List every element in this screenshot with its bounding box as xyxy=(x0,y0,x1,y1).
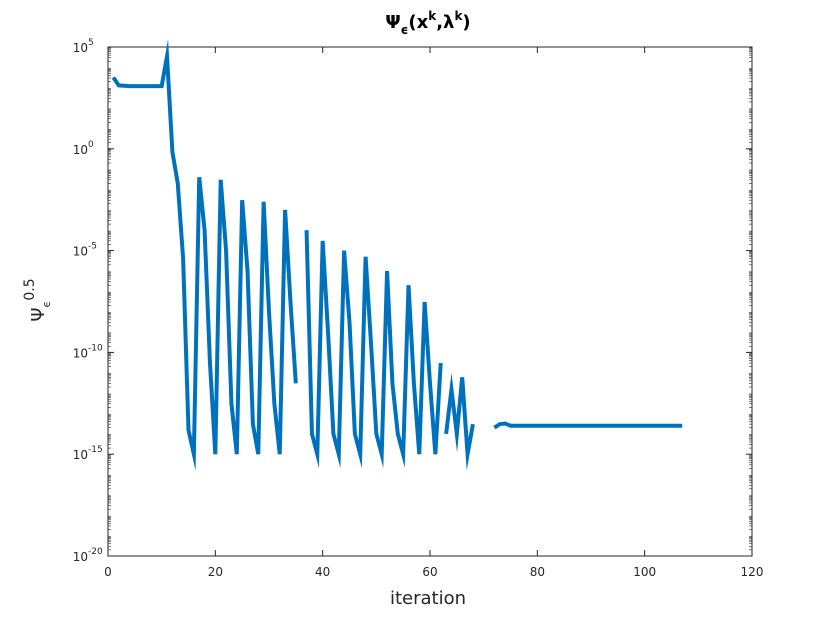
chart-title-superscript-2: k xyxy=(454,9,463,23)
y-tick-exponent: -5 xyxy=(88,242,97,252)
series-line-segment xyxy=(493,421,683,430)
y-tick-exponent: 0 xyxy=(88,140,94,150)
x-axis-label: iteration xyxy=(390,588,466,609)
x-tick-label: 100 xyxy=(633,565,656,579)
x-tick-label: 20 xyxy=(208,565,223,579)
chart-title-subscript: ϵ xyxy=(401,23,409,37)
x-tick-label: 0 xyxy=(104,565,112,579)
x-tick-label: 80 xyxy=(530,565,545,579)
x-tick-label: 40 xyxy=(315,565,330,579)
series-line-segment xyxy=(304,230,443,469)
y-axis-label: Ψϵ0.5 xyxy=(22,278,53,321)
data-series xyxy=(111,39,683,471)
y-axis-label-superscript: 0.5 xyxy=(22,278,38,300)
y-tick-exponent: 5 xyxy=(88,38,94,48)
chart-title: Ψϵ(xk,λk) xyxy=(385,9,470,37)
chart-title-superscript-1: k xyxy=(428,9,437,23)
y-tick-exponent: -20 xyxy=(88,547,103,557)
series-line-segment xyxy=(111,39,298,471)
series-line-segment xyxy=(444,372,475,471)
y-tick-exponent: -10 xyxy=(88,343,103,353)
x-tick-label: 60 xyxy=(422,565,437,579)
y-axis-label-subscript: ϵ xyxy=(40,301,53,308)
x-tick-label: 120 xyxy=(741,565,764,579)
y-tick-exponent: -15 xyxy=(88,445,103,455)
plot-area xyxy=(107,46,753,557)
